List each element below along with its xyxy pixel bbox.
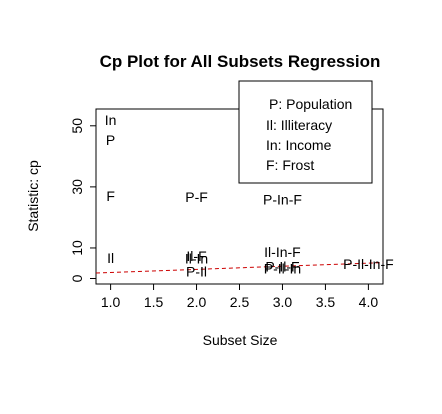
- y-tick-label: 30: [69, 179, 85, 195]
- x-tick-label: 3.5: [316, 294, 336, 310]
- point-label: P: [106, 132, 115, 148]
- y-axis-label: Statistic: cp: [25, 160, 41, 232]
- point-label: P-F: [185, 189, 208, 205]
- legend: P: Population Il: Illiteracy In: Income …: [238, 80, 373, 184]
- legend-entry-population: P: Population: [269, 96, 352, 112]
- point-label: P-Il: [186, 264, 207, 280]
- x-axis-label: Subset Size: [203, 332, 278, 348]
- point-label: F: [106, 188, 115, 204]
- x-tick-label: 2.0: [187, 294, 207, 310]
- legend-box: [238, 80, 373, 184]
- x-tick-label: 3.0: [273, 294, 293, 310]
- points-layer: InPFIlP-FIl-FIl-InP-IlP-In-FIl-In-FP-Il-…: [105, 112, 394, 279]
- reference-line: [95, 262, 384, 274]
- legend-entry-frost: F: Frost: [266, 157, 314, 173]
- chart-title: Cp Plot for All Subsets Regression: [100, 52, 381, 71]
- x-tick-label: 4.0: [359, 294, 379, 310]
- point-label: Il-In: [185, 250, 208, 266]
- point-label: Il: [107, 250, 114, 266]
- x-tick-label: 1.0: [101, 294, 121, 310]
- point-label: Il-F: [186, 248, 206, 264]
- y-tick-label: 50: [69, 118, 85, 134]
- y-tick-label: 0: [69, 274, 85, 282]
- x-tick-label: 2.5: [230, 294, 250, 310]
- legend-entry-illiteracy: Il: Illiteracy: [266, 117, 332, 133]
- point-label: P-Il-In: [264, 261, 301, 277]
- point-label: P-Il-F: [265, 259, 299, 275]
- point-label: P-Il-In-F: [343, 256, 394, 272]
- x-tick-label: 1.5: [144, 294, 164, 310]
- point-label: P-In-F: [263, 192, 302, 208]
- point-label: Il-In-F: [264, 244, 301, 260]
- legend-entry-income: In: Income: [266, 137, 332, 153]
- reference-line-layer: [95, 262, 384, 274]
- y-axis: 0 10 30 50: [69, 118, 97, 282]
- x-axis: 1.0 1.5 2.0 2.5 3.0 3.5 4.0: [101, 283, 379, 310]
- point-label: In: [105, 112, 117, 128]
- y-tick-label: 10: [69, 240, 85, 256]
